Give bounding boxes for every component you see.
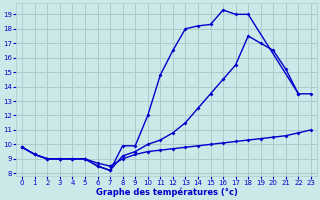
X-axis label: Graphe des températures (°c): Graphe des températures (°c): [96, 188, 237, 197]
